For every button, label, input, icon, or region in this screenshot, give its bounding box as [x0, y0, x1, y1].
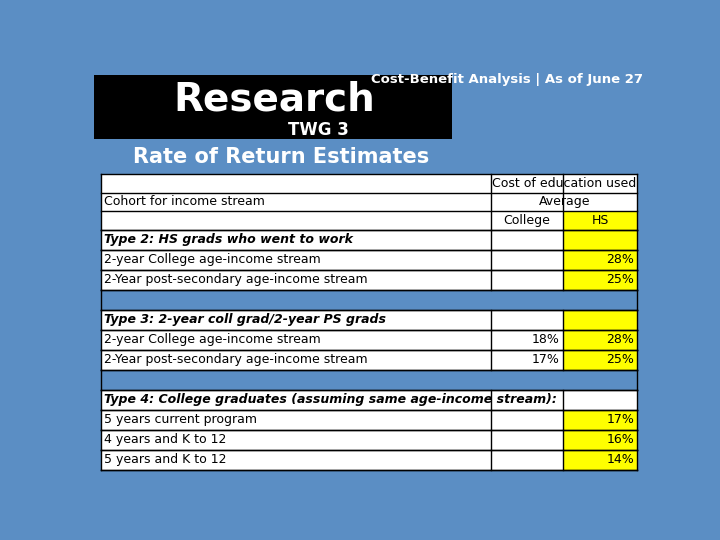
Text: 28%: 28% — [606, 253, 634, 266]
Text: 25%: 25% — [606, 273, 634, 286]
Text: College: College — [504, 214, 551, 227]
Text: 2-year College age-income stream: 2-year College age-income stream — [104, 253, 320, 266]
Text: 5 years and K to 12: 5 years and K to 12 — [104, 453, 227, 467]
Text: Cost-Benefit Analysis | As of June 27: Cost-Benefit Analysis | As of June 27 — [372, 72, 644, 85]
Text: 16%: 16% — [606, 433, 634, 446]
FancyBboxPatch shape — [563, 450, 637, 470]
Text: Average: Average — [539, 195, 590, 208]
FancyBboxPatch shape — [563, 309, 637, 330]
Text: Rate of Return Estimates: Rate of Return Estimates — [132, 147, 429, 167]
FancyBboxPatch shape — [563, 249, 637, 269]
Text: Type 3: 2-year coll grad/2-year PS grads: Type 3: 2-year coll grad/2-year PS grads — [104, 313, 386, 326]
Text: TWG 3: TWG 3 — [288, 122, 349, 139]
FancyBboxPatch shape — [101, 269, 637, 289]
Text: 17%: 17% — [532, 353, 559, 366]
Text: Cohort for income stream: Cohort for income stream — [104, 195, 265, 208]
Text: 18%: 18% — [532, 333, 559, 346]
FancyBboxPatch shape — [94, 75, 452, 139]
Text: HS: HS — [591, 214, 608, 227]
FancyBboxPatch shape — [563, 330, 637, 350]
FancyBboxPatch shape — [101, 410, 637, 430]
Text: Type 2: HS grads who went to work: Type 2: HS grads who went to work — [104, 233, 353, 246]
FancyBboxPatch shape — [563, 230, 637, 249]
Text: 2-Year post-secondary age-income stream: 2-Year post-secondary age-income stream — [104, 273, 368, 286]
Text: Cost of education used: Cost of education used — [492, 177, 636, 190]
FancyBboxPatch shape — [101, 430, 637, 450]
FancyBboxPatch shape — [563, 430, 637, 450]
Text: Type 4: College graduates (assuming same age-income stream):: Type 4: College graduates (assuming same… — [104, 393, 557, 406]
FancyBboxPatch shape — [101, 330, 637, 350]
FancyBboxPatch shape — [563, 350, 637, 370]
FancyBboxPatch shape — [101, 249, 637, 269]
FancyBboxPatch shape — [101, 450, 637, 470]
FancyBboxPatch shape — [563, 269, 637, 289]
Text: 14%: 14% — [606, 453, 634, 467]
Text: 2-year College age-income stream: 2-year College age-income stream — [104, 333, 320, 346]
FancyBboxPatch shape — [101, 350, 637, 370]
Text: 4 years and K to 12: 4 years and K to 12 — [104, 433, 226, 446]
FancyBboxPatch shape — [563, 410, 637, 430]
Text: 28%: 28% — [606, 333, 634, 346]
Text: 17%: 17% — [606, 413, 634, 426]
Text: 2-Year post-secondary age-income stream: 2-Year post-secondary age-income stream — [104, 353, 368, 366]
Text: Research: Research — [174, 80, 375, 118]
FancyBboxPatch shape — [563, 211, 637, 230]
Text: 25%: 25% — [606, 353, 634, 366]
FancyBboxPatch shape — [101, 390, 637, 410]
FancyBboxPatch shape — [101, 370, 637, 390]
FancyBboxPatch shape — [101, 230, 637, 249]
FancyBboxPatch shape — [101, 174, 637, 230]
FancyBboxPatch shape — [101, 289, 637, 309]
FancyBboxPatch shape — [101, 309, 637, 330]
Text: 5 years current program: 5 years current program — [104, 413, 257, 426]
